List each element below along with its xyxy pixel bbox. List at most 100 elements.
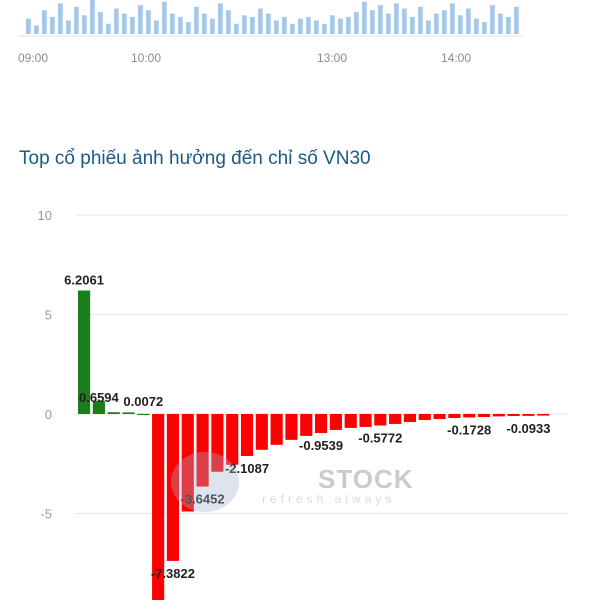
volume-bar [186,22,191,34]
volume-bar [42,10,47,34]
volume-chart: 09:00 10:00 13:00 14:00 [18,0,522,65]
volume-bar [354,11,359,34]
y-tick-label: 10 [38,208,52,223]
volume-bar [330,15,335,35]
volume-bar [50,17,55,34]
volume-bar [346,17,351,34]
volume-bar [514,6,519,35]
volume-bars [26,0,519,35]
volume-bar [26,18,31,34]
chart-bar [285,414,298,440]
volume-bar [482,22,487,34]
volume-bar [90,0,95,34]
volume-bar [498,13,503,34]
data-label: -0.1728 [447,422,491,437]
chart-bar [492,414,505,417]
volume-bar [402,8,407,34]
time-label: 10:00 [131,51,161,65]
chart-bar [522,414,535,416]
chart-bar [418,414,431,420]
chart-bar [433,414,446,419]
volume-bar [114,8,119,34]
volume-bar [434,13,439,34]
y-axis: 10 5 0 -5 [38,208,52,522]
volume-bar [66,20,71,34]
chart-bar [196,414,209,487]
volume-bar [370,10,375,34]
volume-time-axis: 09:00 10:00 13:00 14:00 [18,51,471,65]
time-label: 14:00 [441,51,471,65]
chart-bar [270,414,283,445]
volume-bar [226,10,231,34]
data-label: -0.5772 [358,430,402,445]
volume-bar [162,1,167,34]
y-tick-label: -5 [40,507,52,522]
chart-bar [211,414,224,472]
chart-bar [344,414,357,428]
chart-bar [181,414,194,512]
volume-bar [362,1,367,34]
chart-bar [240,414,254,456]
data-label: -3.6452 [181,492,225,507]
volume-bar [410,17,415,34]
chart-bar [300,414,313,436]
volume-bar [194,6,199,35]
data-label: 6.2061 [64,273,104,288]
volume-bar [282,17,287,34]
volume-bar [394,3,399,35]
volume-bar [322,23,327,34]
chart-title: Top cổ phiếu ảnh hưởng đến chỉ số VN30 [19,148,371,169]
data-labels: 6.2061 0.6594 0.0072 -7.3822 -3.6452 -2.1087 -… [64,273,550,581]
chart-bar [166,414,180,561]
volume-bar [266,13,271,34]
chart-bar [152,414,165,600]
data-label: 0.0072 [123,394,163,409]
volume-bar [298,18,303,34]
volume-bar [458,15,463,35]
volume-bar [218,3,223,35]
volume-bar [130,17,135,34]
volume-bar [378,5,383,34]
chart-bar [507,414,520,416]
chart-bar [122,412,135,414]
volume-bar [202,13,207,34]
chart-bar [389,414,402,424]
chart-bars [78,290,550,600]
chart-bar [359,414,372,427]
volume-bar [34,25,39,34]
chart-bar [403,414,417,422]
data-label: -0.9539 [299,438,343,453]
volume-bar [122,13,127,34]
volume-bar [338,18,343,34]
volume-bar [466,8,471,34]
chart-bar [374,414,387,426]
volume-bar [146,10,151,34]
chart-bar [315,414,328,433]
chart-bar [78,290,91,414]
chart-bar [107,412,120,414]
volume-bar [306,17,311,34]
volume-bar [250,17,255,34]
time-label: 13:00 [317,51,347,65]
volume-bar [474,18,479,34]
chart-grid [75,214,567,514]
chart-bar [477,414,491,417]
volume-bar [154,20,159,34]
data-label: -0.0933 [506,421,550,436]
volume-bar [242,15,247,35]
volume-bar [450,3,455,35]
chart-bar [463,414,476,418]
volume-bar [138,5,143,34]
chart-bar [137,413,150,416]
y-tick-label: 0 [45,407,52,422]
volume-bar [418,6,423,35]
volume-bar [314,20,319,34]
chart-bar [92,400,105,414]
volume-bar [178,17,183,34]
volume-bar [210,18,215,34]
data-label: -7.3822 [151,566,195,581]
chart-bar [255,414,268,450]
volume-bar [274,20,279,34]
chart-bar [448,414,461,418]
volume-bar [74,6,79,35]
